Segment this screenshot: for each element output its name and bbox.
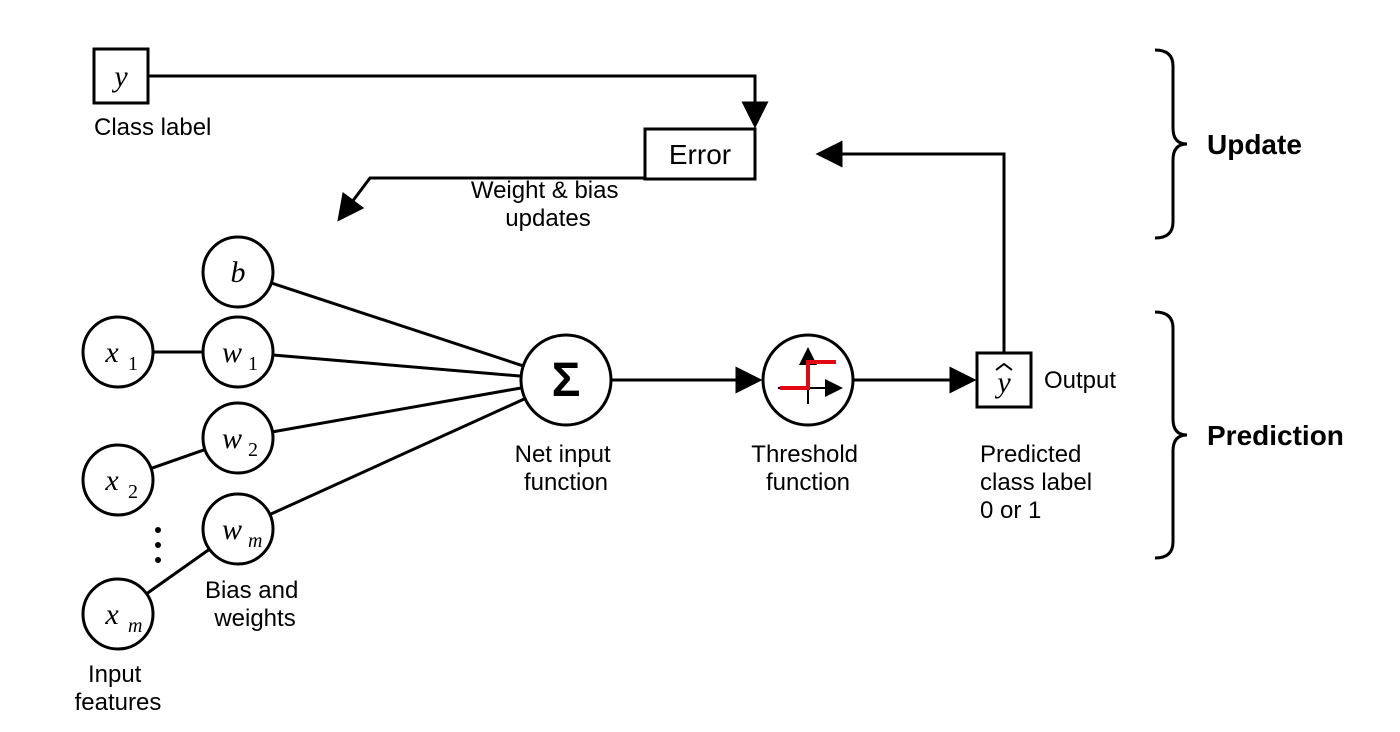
node-xm-sub: m <box>128 615 142 637</box>
brace-label-prediction: Prediction <box>1207 420 1344 451</box>
node-error_box-symbol: Error <box>669 139 731 170</box>
section-braces: Update Prediction <box>1155 50 1344 558</box>
edge-w2-sigma <box>272 388 521 432</box>
edge-x2-w2 <box>151 450 205 469</box>
node-b-symbol: b <box>231 256 246 289</box>
node-x1-sub: 1 <box>128 353 138 375</box>
vertical-dots <box>155 527 161 563</box>
edge-b-sigma <box>271 283 523 366</box>
label-threshold-function: Threshold function <box>751 441 864 496</box>
edge-y-error <box>148 76 755 124</box>
edge-xm-wm <box>147 549 210 594</box>
node-x2-symbol: x <box>104 464 119 497</box>
perceptron-diagram: yErrorx1x2xmbw1w2wmΣy Class label Weight… <box>0 0 1400 732</box>
node-x1-symbol: x <box>104 336 119 369</box>
node-sigma-symbol: Σ <box>552 354 581 407</box>
node-w1-symbol: w <box>222 336 242 369</box>
node-wm-sub: m <box>248 530 262 552</box>
node-wm-symbol: w <box>222 513 242 546</box>
edge-wm-sigma <box>270 399 525 515</box>
node-w1-sub: 1 <box>248 353 258 375</box>
node-x2-sub: 2 <box>128 481 138 503</box>
brace-label-update: Update <box>1207 129 1302 160</box>
label-input-features: Input features <box>75 661 162 716</box>
edge-w1-sigma <box>273 355 521 376</box>
node-yhat_box-symbol: y <box>994 366 1011 399</box>
node-w2-symbol: w <box>222 422 242 455</box>
brace-prediction <box>1155 312 1187 558</box>
label-class-label: Class label <box>94 114 211 141</box>
node-w2-sub: 2 <box>248 439 258 461</box>
label-bias-and-weights: Bias and weights <box>205 577 305 632</box>
edge-yhat-error <box>820 154 1004 353</box>
label-net-input-function: Net input function <box>515 441 618 496</box>
label-weight-bias-updates-group: Weight & bias updates <box>471 177 625 232</box>
nodes: yErrorx1x2xmbw1w2wmΣy <box>83 49 1031 649</box>
label-predicted: Predicted class label 0 or 1 <box>980 441 1099 524</box>
brace-update <box>1155 50 1187 238</box>
svg-text:Weight & bias updates: Weight & bias updates <box>471 177 625 232</box>
node-xm-symbol: x <box>104 598 119 631</box>
node-y_box-symbol: y <box>111 60 128 93</box>
label-output: Output <box>1044 367 1116 394</box>
